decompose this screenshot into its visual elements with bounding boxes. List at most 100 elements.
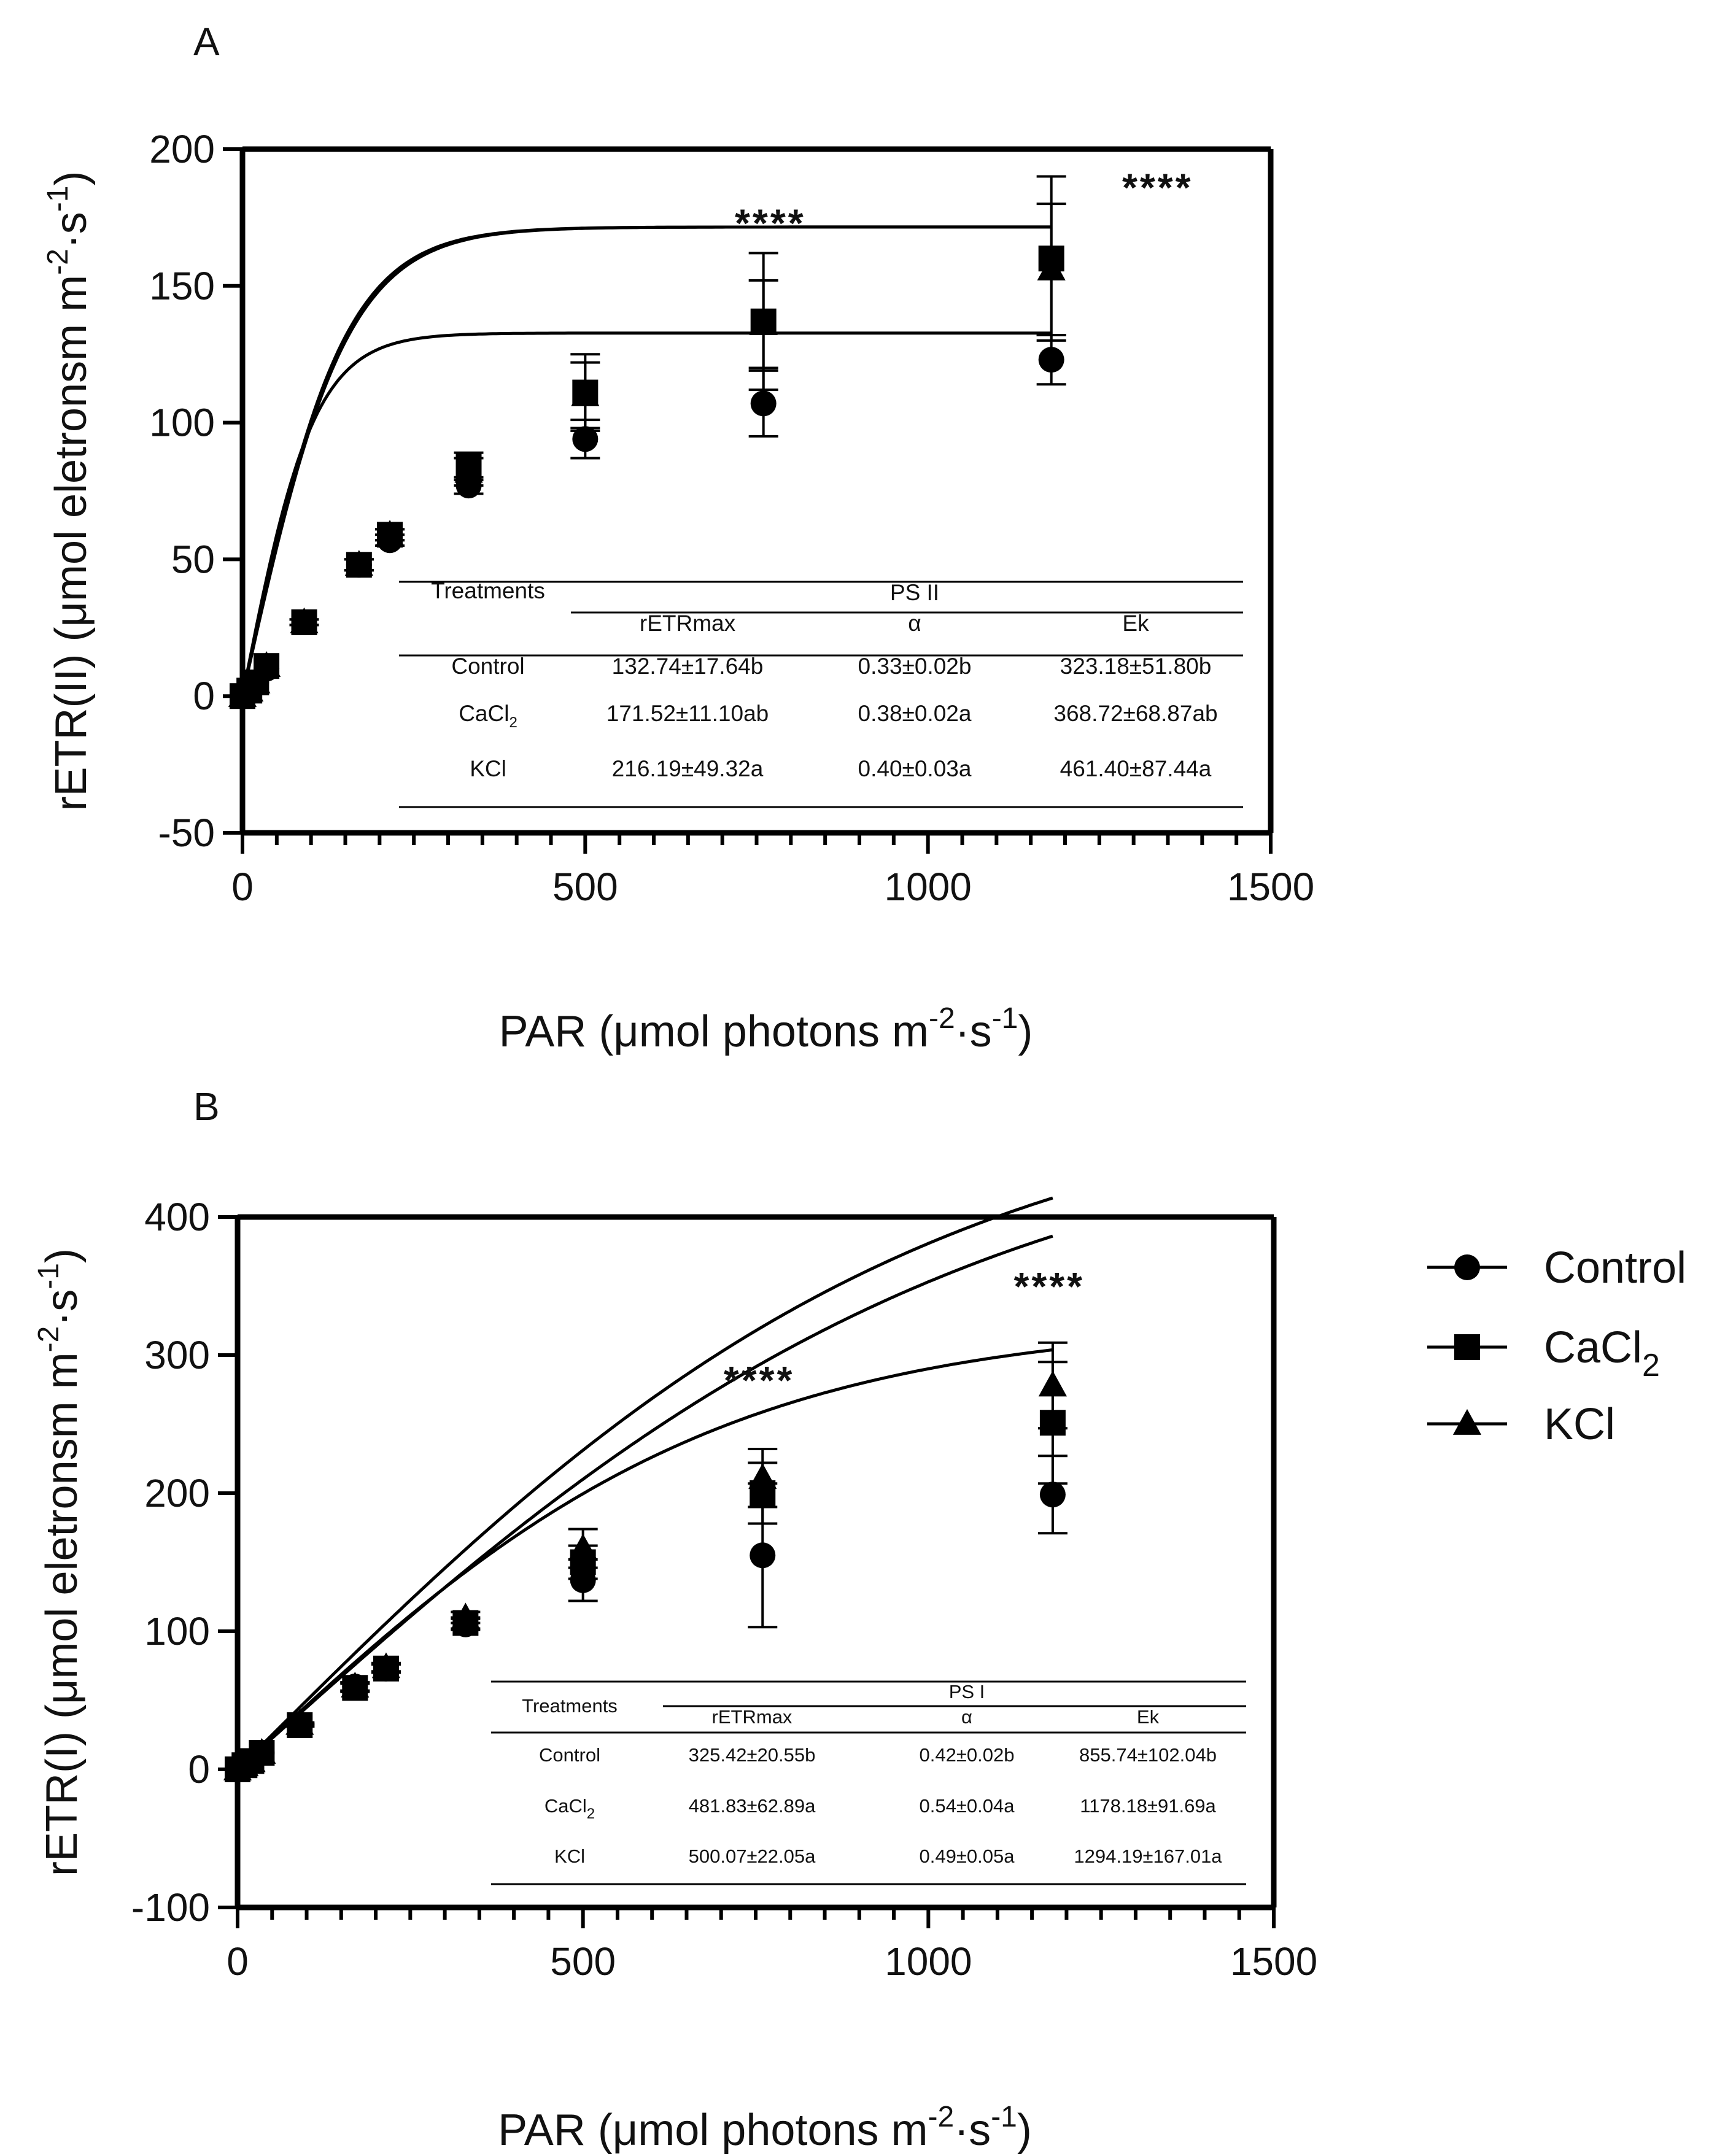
y-tick-label: 200: [149, 127, 215, 171]
legend-label-text: CaCl: [1544, 1323, 1642, 1372]
table-cell: 132.74±17.64b: [612, 654, 764, 679]
table-cell: 368.72±68.87ab: [1053, 701, 1217, 726]
x-axis-title: PAR (μmol photons m-2·s-1): [498, 2101, 1032, 2155]
table-row-label: KCl: [554, 1845, 585, 1867]
data-point-kcl: [285, 1709, 314, 1735]
y-axis-title-text: ): [37, 1248, 87, 1263]
legend-entry-kcl: KCl: [1427, 1400, 1615, 1449]
data-point-kcl: [568, 1533, 597, 1559]
table-treatments-header: Treatments: [522, 1695, 618, 1717]
table-cell: 216.19±49.32a: [612, 756, 764, 781]
y-tick-label: 100: [144, 1609, 210, 1653]
y-tick-label: 200: [144, 1471, 210, 1515]
fit-curve-control: [236, 1348, 1053, 1771]
y-tick-label: 150: [149, 264, 215, 308]
panel-label: A: [193, 20, 220, 64]
table-cell: 0.33±0.02b: [858, 654, 972, 679]
table-column-header: α: [908, 611, 921, 636]
table-cell: 325.42±20.55b: [689, 1744, 816, 1766]
table-group-header: PS II: [890, 580, 939, 605]
data-point-kcl: [290, 607, 319, 633]
x-tick-label: 500: [552, 865, 618, 909]
x-axis-title: PAR (μmol photons m-2·s-1): [499, 1002, 1033, 1056]
y-tick-label: 400: [144, 1195, 210, 1239]
table-cell: 0.40±0.03a: [858, 756, 972, 781]
y-tick-label: -50: [158, 811, 215, 855]
y-axis-title-sup: -2: [33, 1326, 65, 1353]
y-tick-label: 100: [149, 401, 215, 445]
x-tick-label: 0: [227, 1939, 249, 1984]
chart-panel-b: B -100 0 100 200 300 400 0 500 1000 1500 PAR (μmol …: [33, 1084, 1317, 2155]
legend-entry-cacl2: CaCl2: [1427, 1323, 1660, 1383]
x-axis-title-sup: -2: [929, 1002, 955, 1035]
table-cell: 0.38±0.02a: [858, 701, 972, 726]
x-axis-title-text: PAR (μmol photons m: [498, 2106, 928, 2155]
parameter-table: Treatments PS I rETRmax α Ek Control 325.42±20…: [491, 1680, 1246, 1885]
data-point-kcl: [252, 651, 281, 678]
table-treatments-header: Treatments: [431, 578, 545, 603]
table-cell: 0.54±0.04a: [920, 1795, 1015, 1817]
x-axis-title-text: ·s: [954, 2106, 991, 2155]
table-cell: 171.52±11.10ab: [606, 701, 769, 726]
y-tick-label: 50: [171, 537, 215, 581]
y-axis-title-text: ·s: [47, 212, 96, 249]
table-row-label: Control: [539, 1744, 600, 1766]
significance-stars: ****: [1013, 1264, 1085, 1308]
significance-stars: ****: [1122, 166, 1193, 210]
series-control: [230, 334, 1066, 709]
fit-curve-control: [241, 331, 1052, 697]
table-row-label: KCl: [470, 756, 506, 781]
series-kcl: [228, 203, 1066, 708]
table-cell: 855.74±102.04b: [1079, 1744, 1217, 1766]
table-cell: 461.40±87.44a: [1060, 756, 1212, 781]
y-axis-title-text: ·s: [37, 1289, 87, 1326]
table-cell: 0.42±0.02b: [920, 1744, 1015, 1766]
x-tick-label: 500: [550, 1939, 616, 1984]
x-axis-title-sup: -1: [992, 1002, 1018, 1035]
chart-panel-a: A -50 0 50 100 150 200 0 500 1000 1500 PAR (μmol ph…: [42, 20, 1314, 1056]
fit-curve-kcl: [236, 1196, 1053, 1771]
table-column-header: Ek: [1137, 1706, 1160, 1728]
data-point-kcl: [454, 457, 483, 483]
data-point-kcl: [1037, 254, 1066, 280]
x-tick-label: 1500: [1230, 1939, 1317, 1984]
table-group-header: PS I: [949, 1681, 985, 1702]
x-axis-title-text: ): [1018, 1007, 1033, 1056]
x-axis-title-sup: -1: [991, 2101, 1017, 2133]
data-point-kcl: [571, 380, 600, 406]
table-cell: 323.18±51.80b: [1060, 654, 1212, 679]
table-row-label-text: CaCl: [459, 701, 509, 726]
data-point-control: [1038, 347, 1064, 373]
data-point-kcl: [247, 1737, 276, 1764]
series-kcl: [223, 1341, 1068, 1780]
legend-label: KCl: [1544, 1400, 1615, 1449]
x-tick-label: 1000: [884, 865, 971, 909]
legend-marker-square: [1454, 1334, 1480, 1360]
significance-stars: ****: [735, 201, 806, 245]
x-axis-title-text: PAR (μmol photons m: [499, 1007, 929, 1056]
table-row-label: CaCl2: [544, 1795, 595, 1822]
data-point-control: [1039, 1482, 1066, 1508]
data-point-kcl: [371, 1652, 401, 1679]
data-point-control: [572, 426, 599, 452]
panel-label: B: [193, 1084, 220, 1129]
table-row-label-sub: 2: [587, 1806, 595, 1822]
x-tick-label: 1500: [1227, 865, 1314, 909]
y-axis-title-text: rETR(I) (μmol eletronsm m: [37, 1352, 87, 1876]
data-point-kcl: [1038, 1370, 1067, 1397]
data-point-kcl: [451, 1602, 480, 1629]
x-axis-title-text: ·s: [955, 1007, 992, 1056]
legend-marker-circle: [1454, 1254, 1480, 1280]
legend-label: CaCl2: [1544, 1323, 1660, 1383]
table-cell: 1294.19±167.01a: [1074, 1845, 1222, 1867]
table-cell: 1178.18±91.69a: [1080, 1795, 1216, 1817]
y-axis-title-text: ): [47, 171, 96, 186]
fit-curve-cacl2: [236, 1234, 1053, 1771]
x-tick-label: 1000: [885, 1939, 972, 1984]
data-point-kcl: [375, 520, 405, 546]
legend-entry-control: Control: [1427, 1243, 1686, 1292]
table-cell: 500.07±22.05a: [689, 1845, 816, 1867]
series-cacl2: [225, 1361, 1068, 1782]
y-axis-title-sup: -1: [42, 186, 74, 212]
